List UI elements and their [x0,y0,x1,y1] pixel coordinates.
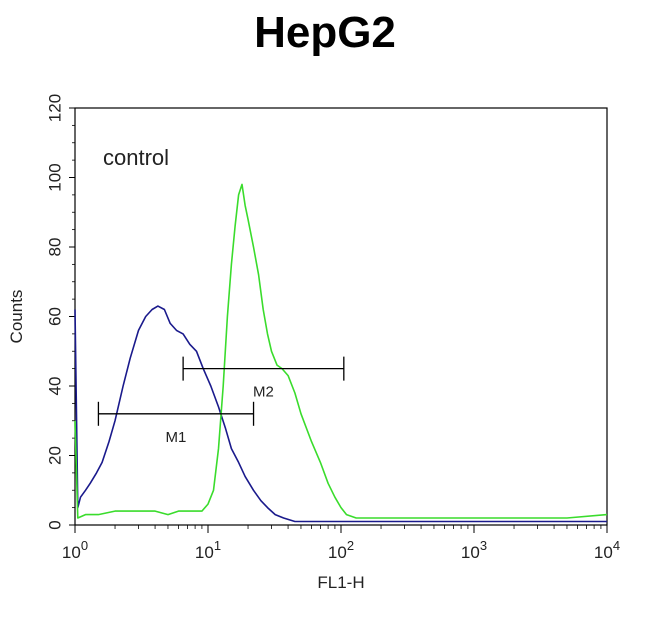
histogram-series [74,183,608,523]
x-tick-label: 103 [461,538,487,562]
y-tick-label: 0 [46,520,65,529]
marker-m1-label: M1 [166,429,187,446]
x-tick-label: 104 [594,538,620,562]
x-tick-label: 101 [195,538,221,562]
axis-labels: FL1-H Counts control [7,145,365,592]
y-tick-label: 40 [46,377,65,396]
y-tick-label: 20 [46,446,65,465]
y-tick-label: 100 [46,163,65,191]
y-tick-label: 80 [46,238,65,257]
control-annotation: control [103,145,169,170]
y-tick-label: 60 [46,307,65,326]
gate-markers: M1 M2 [97,356,345,446]
histogram-line-2 [74,183,608,519]
marker-m2-label: M2 [253,384,274,401]
x-tick-label: 100 [62,538,88,562]
histogram-line-1 [74,305,607,523]
plot-frame [74,107,608,526]
chart-title: HepG2 [254,8,396,57]
y-tick-label: 120 [46,94,65,122]
x-axis-title: FL1-H [317,573,364,592]
x-tick-label: 102 [328,538,354,562]
y-axis-title: Counts [7,290,26,344]
